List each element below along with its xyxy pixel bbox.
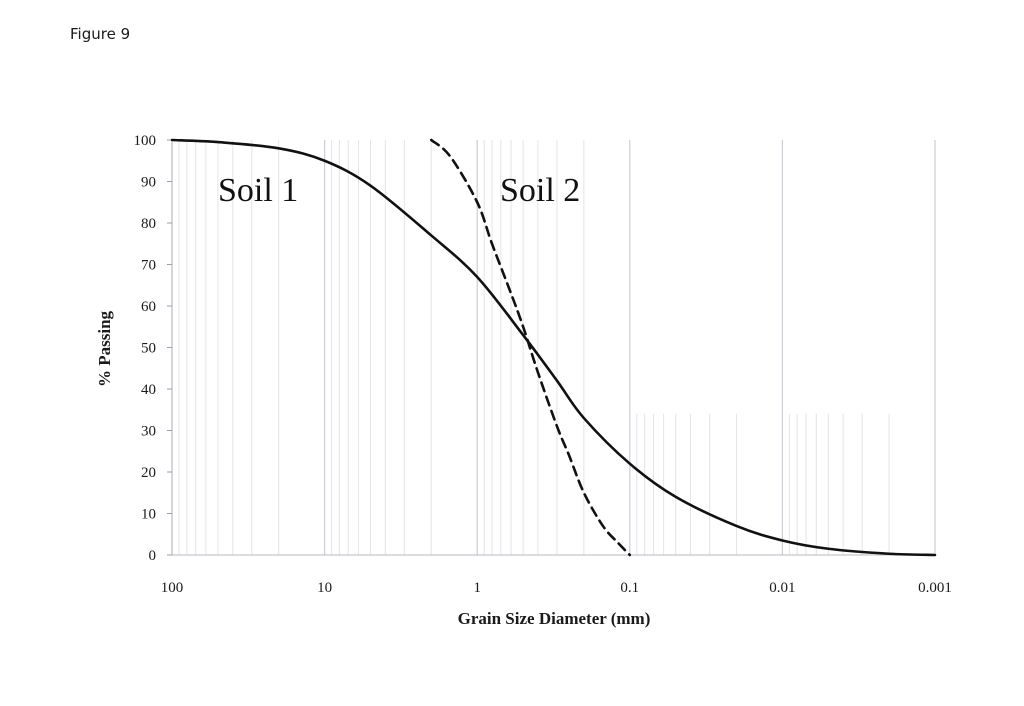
y-tick-label: 80 — [141, 216, 156, 232]
y-tick-label: 100 — [134, 133, 157, 149]
x-tick-label: 0.01 — [769, 580, 795, 596]
series-line-1 — [170, 138, 937, 557]
series-label-1: Soil 1 — [218, 172, 298, 209]
y-tick-label: 30 — [141, 424, 156, 440]
x-tick-label: 0.1 — [620, 580, 639, 596]
series-layer — [170, 138, 937, 557]
x-tick-label: 0.001 — [918, 580, 952, 596]
y-tick-label: 60 — [141, 299, 156, 315]
series-label-2: Soil 2 — [500, 172, 580, 209]
y-tick-label: 10 — [141, 507, 156, 523]
series-line-2 — [429, 138, 632, 557]
grid-layer — [171, 140, 936, 555]
figure-label: Figure 9 — [70, 25, 131, 43]
x-tick-label: 10 — [317, 580, 332, 596]
y-tick-label: 0 — [149, 548, 157, 564]
y-tick-label: 20 — [141, 465, 156, 481]
y-tick-label: 40 — [141, 382, 156, 398]
label-layer: Soil 1 Soil 2 — [218, 172, 580, 209]
y-tick-label: 70 — [141, 258, 156, 274]
y-axis-title: % Passing — [95, 310, 114, 387]
x-tick-label: 1 — [473, 580, 481, 596]
y-tick-label: 50 — [141, 341, 156, 357]
x-axis-title: Grain Size Diameter (mm) — [458, 609, 651, 628]
x-tick-label: 100 — [161, 580, 184, 596]
axis-layer: 0 10 20 30 40 50 60 70 80 90 100 100 10 1 0.1 0.01 0.001 — [134, 133, 952, 596]
y-tick-label: 90 — [141, 175, 156, 191]
